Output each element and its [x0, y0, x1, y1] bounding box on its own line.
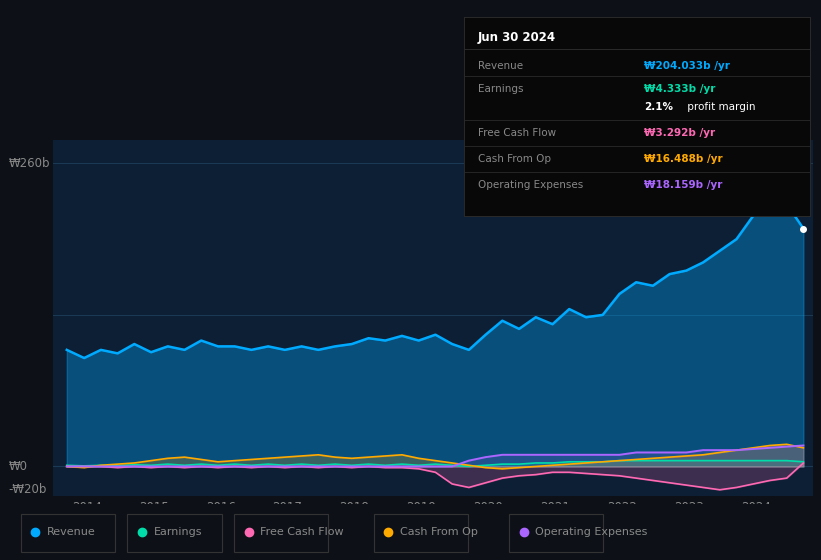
- Text: -₩20b: -₩20b: [8, 483, 47, 496]
- Text: Cash From Op: Cash From Op: [478, 154, 551, 164]
- Text: 2.1%: 2.1%: [644, 102, 673, 112]
- Text: ₩3.292b /yr: ₩3.292b /yr: [644, 128, 715, 138]
- Text: ₩4.333b /yr: ₩4.333b /yr: [644, 85, 715, 95]
- Text: Cash From Op: Cash From Op: [400, 527, 478, 537]
- Text: Revenue: Revenue: [478, 60, 523, 71]
- Text: profit margin: profit margin: [684, 102, 755, 112]
- Text: Earnings: Earnings: [478, 85, 523, 95]
- Text: Revenue: Revenue: [47, 527, 95, 537]
- Text: Jun 30 2024: Jun 30 2024: [478, 31, 556, 44]
- Text: Operating Expenses: Operating Expenses: [478, 180, 583, 190]
- Text: ₩18.159b /yr: ₩18.159b /yr: [644, 180, 722, 190]
- Text: Earnings: Earnings: [154, 527, 202, 537]
- Text: ₩16.488b /yr: ₩16.488b /yr: [644, 154, 722, 164]
- Text: ₩0: ₩0: [8, 460, 27, 473]
- Text: Free Cash Flow: Free Cash Flow: [260, 527, 344, 537]
- Text: ₩204.033b /yr: ₩204.033b /yr: [644, 60, 730, 71]
- Text: ₩260b: ₩260b: [8, 157, 50, 170]
- Text: Operating Expenses: Operating Expenses: [535, 527, 648, 537]
- Text: Free Cash Flow: Free Cash Flow: [478, 128, 556, 138]
